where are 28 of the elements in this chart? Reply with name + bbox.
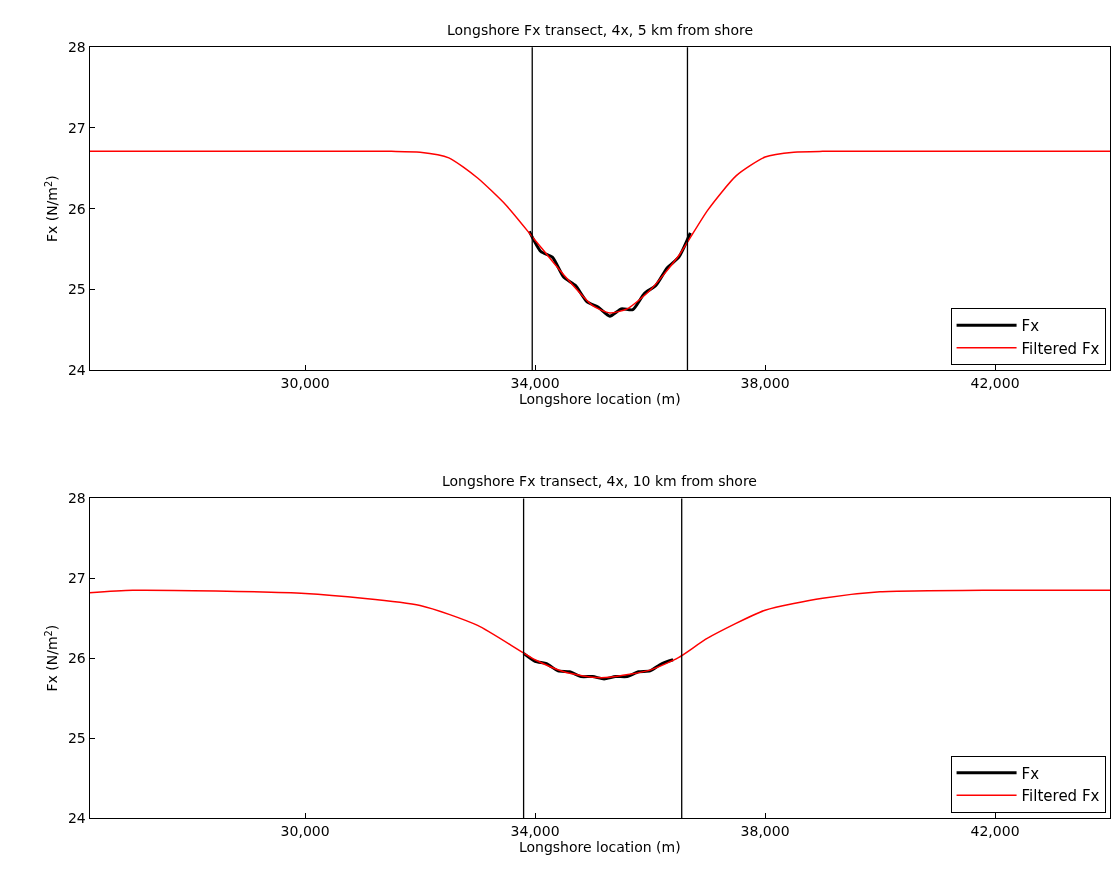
y-tick-label: 27 [67,119,86,136]
y-tick-label: 24 [67,362,86,379]
x-tick-label: 34,000 [510,375,560,392]
x-tick-label: 42,000 [970,822,1020,839]
line-series [89,589,1111,679]
legend-label: Fx [1021,764,1040,783]
legend-label: Fx [1021,317,1040,335]
x-tick-label: 34,000 [510,822,560,839]
x-tick-label: 38,000 [740,822,790,839]
y-tick-label: 25 [67,729,86,746]
y-tick-label: 28 [67,490,86,507]
x-axis-title: Longshore location (m) [518,391,681,408]
y-tick-label: 26 [67,200,86,217]
legend-label: Filtered Fx [1021,787,1100,806]
legend-label: Filtered Fx [1021,339,1100,358]
x-tick-label: 30,000 [280,375,330,392]
x-tick-label: 38,000 [740,375,790,392]
y-tick-label: 24 [67,809,86,826]
y-tick-label: 25 [67,281,86,298]
x-tick-label: 30,000 [280,822,330,839]
y-tick-label: 28 [67,39,86,56]
chart-title: Longshore Fx transect, 4x, 10 km from shore [442,473,757,489]
chart-title: Longshore Fx transect, 4x, 5 km from shore [447,22,754,38]
x-tick-label: 42,000 [970,375,1020,392]
x-axis-title: Longshore location (m) [518,839,681,856]
y-tick-label: 27 [67,570,86,587]
line-series [89,150,1111,314]
y-tick-label: 26 [67,650,86,667]
